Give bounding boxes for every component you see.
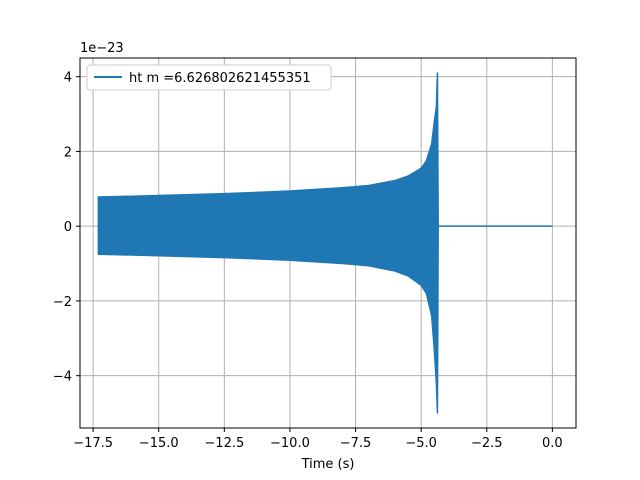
y-tick-label: 4	[64, 71, 72, 86]
y-tick-label: 0	[64, 220, 72, 235]
x-tick-label: −15.0	[139, 436, 179, 451]
x-axis-label: Time (s)	[301, 457, 355, 472]
plot-frame	[79, 57, 577, 429]
y-tick-label: −4	[53, 370, 72, 385]
x-tick-label: −5.0	[405, 436, 437, 451]
x-tick-label: −17.5	[73, 436, 113, 451]
legend-box	[86, 64, 332, 91]
legend-label: ht m =6.626802621455351	[129, 71, 311, 86]
y-offset-label: 1e−23	[80, 41, 124, 56]
legend: ht m =6.626802621455351	[86, 64, 332, 91]
x-tick-label: −12.5	[204, 436, 244, 451]
x-tick-label: −10.0	[270, 436, 310, 451]
x-tick-label: 0.0	[542, 436, 563, 451]
y-axis-ticks: −4 −2 0 2 4	[53, 71, 80, 385]
series-line	[97, 72, 553, 414]
waveform-envelope	[97, 72, 439, 414]
x-tick-label: −2.5	[471, 436, 503, 451]
x-tick-label: −7.5	[340, 436, 372, 451]
y-tick-label: −2	[53, 295, 72, 310]
x-axis-ticks: −17.5 −15.0 −12.5 −10.0 −7.5 −5.0 −2.5 0.0	[73, 428, 563, 451]
y-tick-label: 2	[64, 145, 72, 160]
